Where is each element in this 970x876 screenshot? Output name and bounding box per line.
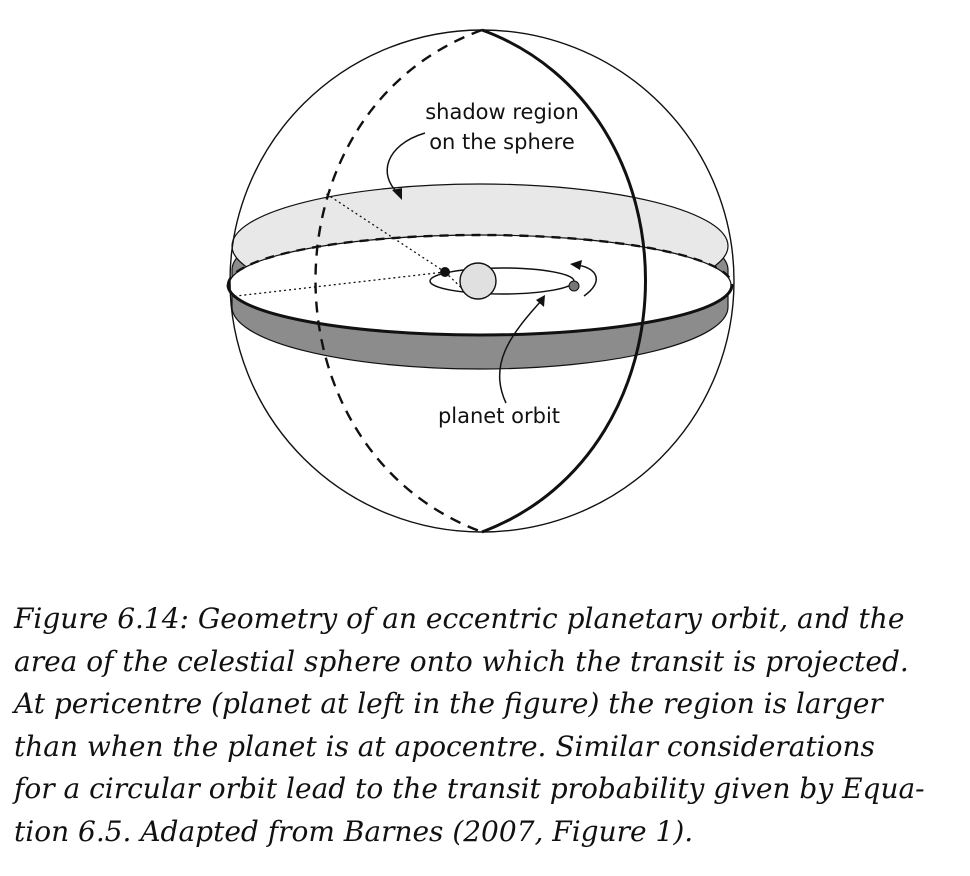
sphere-outline	[229, 29, 735, 533]
caption-line: Figure 6.14: Geometry of an eccentric pl…	[14, 602, 905, 635]
caption-line: tion 6.5. Adapted from Barnes (2007, Fig…	[14, 814, 694, 848]
caption-line: for a circular orbit lead to the transit…	[14, 772, 925, 805]
caption-line: At pericentre (planet at left in the fig…	[14, 687, 883, 720]
planet-orbit-leader	[498, 299, 543, 404]
figure-caption: Figure 6.14: Geometry of an eccentric pl…	[14, 598, 944, 853]
meridian-front	[481, 28, 647, 534]
star	[459, 262, 497, 300]
projection-line-lower	[235, 271, 446, 297]
projection-line-star	[444, 271, 471, 297]
projection-line-upper	[324, 192, 446, 273]
meridian-back-dashed	[314, 28, 483, 534]
shadow-region-label-line1: shadow region	[425, 100, 579, 124]
celestial-sphere-diagram: shadow region on the sphere planet orbit	[226, 28, 735, 534]
planet-orbit-label: planet orbit	[438, 404, 560, 428]
shadow-region-arrowhead	[392, 188, 402, 200]
equator-back-dashed	[226, 233, 734, 286]
planet-orbit-arrowhead	[536, 295, 545, 307]
shadow-region-label-line2: on the sphere	[429, 130, 575, 154]
planet-apocentre	[568, 280, 580, 292]
shadow-region-leader	[386, 132, 426, 194]
motion-arrow	[576, 264, 597, 297]
planet-pericentre	[440, 267, 450, 277]
caption-line: area of the celestial sphere onto which …	[14, 644, 909, 678]
motion-arrowhead	[570, 260, 582, 270]
caption-line: than when the planet is at apocentre. Si…	[14, 729, 875, 763]
equator-front	[226, 284, 734, 337]
